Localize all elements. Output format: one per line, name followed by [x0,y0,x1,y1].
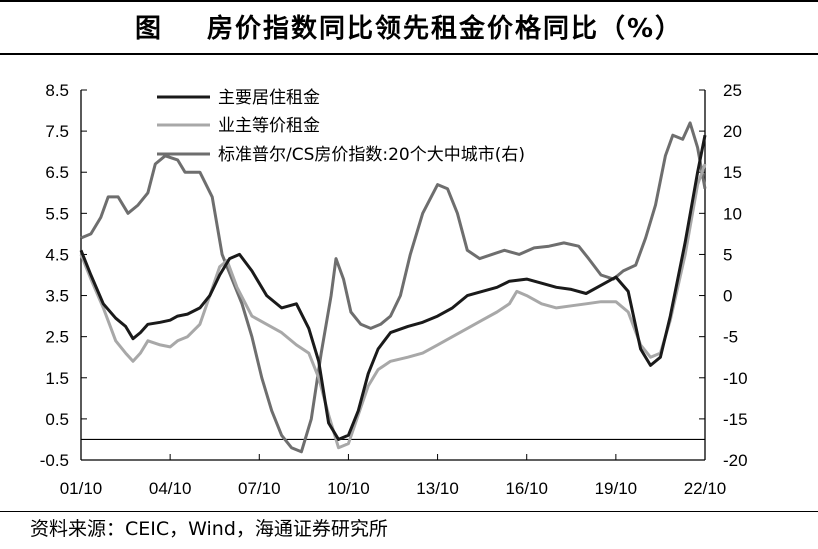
x-tick-label: 16/10 [505,479,548,498]
left-tick-label: 3.5 [45,287,69,306]
x-tick-label: 13/10 [416,479,459,498]
left-tick-label: 2.5 [45,328,69,347]
series-line-1 [79,134,707,441]
x-tick-label: 22/10 [684,479,727,498]
left-tick-label: 8.5 [45,81,69,100]
x-tick-label: 01/10 [60,479,103,498]
title-rule-top [0,0,818,2]
left-tick-label: -0.5 [40,451,69,470]
chart-title: 图 房价指数同比领先租金价格同比（%） [0,0,818,52]
title-rule-bottom [0,53,818,55]
right-tick-label: 5 [723,245,732,264]
x-tick-label: 19/10 [595,479,638,498]
legend-label-2: 业主等价租金 [218,116,320,136]
figure-title-text: 房价指数同比领先租金价格同比（%） [206,13,684,44]
source-rule [0,511,818,512]
series-line-3 [80,121,707,454]
left-tick-label: 1.5 [45,369,69,388]
right-tick-label: 25 [723,81,742,100]
right-tick-label: -10 [723,369,748,388]
left-tick-label: 5.5 [45,204,69,223]
right-tick-label: 0 [723,287,732,306]
series-lines [79,121,707,454]
legend-label-3: 标准普尔/CS房价指数:20个大中城市(右) [218,145,525,165]
right-tick-label: -15 [723,410,748,429]
legend-label-1: 主要居住租金 [218,88,320,108]
x-tick-label: 10/10 [327,479,370,498]
left-tick-label: 4.5 [45,245,69,264]
left-tick-label: 6.5 [45,163,69,182]
left-tick-label: 0.5 [45,410,69,429]
x-tick-label: 04/10 [149,479,192,498]
left-tick-label: 7.5 [45,122,69,141]
right-tick-label: -5 [723,328,738,347]
right-tick-label: 10 [723,204,742,223]
figure-label: 图 [134,13,163,44]
x-tick-label: 07/10 [238,479,281,498]
right-tick-label: 20 [723,122,742,141]
series-line-2 [79,163,707,450]
chart-area: 8.5 7.5 6.5 5.5 4.5 3.5 2.5 1.5 0.5 -0.5 25 20 15 10 5… [40,81,748,498]
right-tick-label: -20 [723,451,748,470]
right-tick-label: 15 [723,163,742,182]
axes: 8.5 7.5 6.5 5.5 4.5 3.5 2.5 1.5 0.5 -0.5 25 20 15 10 5… [40,81,748,498]
source-note: 资料来源：CEIC，Wind，海通证券研究所 [30,518,388,540]
